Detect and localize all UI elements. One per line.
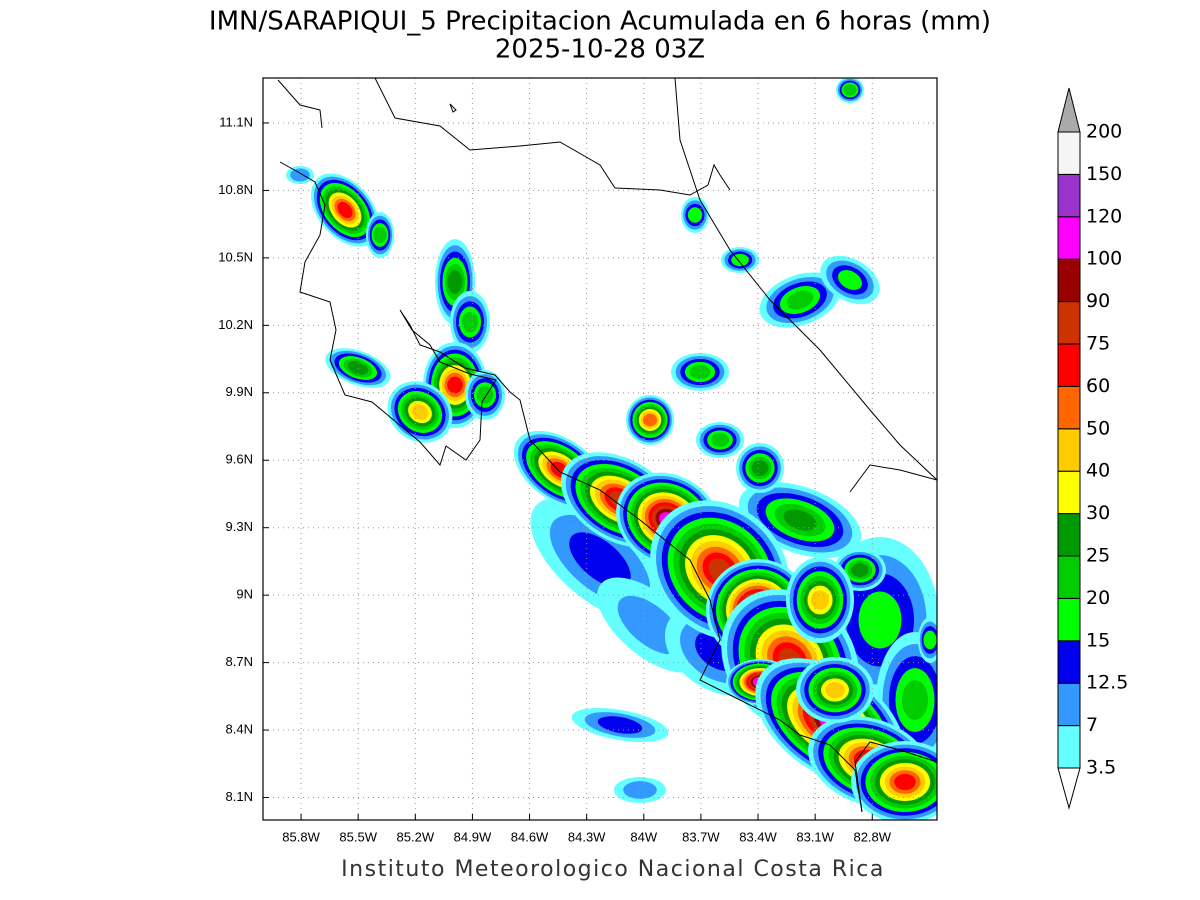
y-tick-label: 11.1N bbox=[219, 114, 253, 129]
island bbox=[449, 103, 457, 113]
y-tick-label: 9.6N bbox=[226, 452, 253, 467]
colorbar-box bbox=[1057, 470, 1081, 515]
colorbar-label: 150 bbox=[1086, 163, 1122, 185]
colorbar-label: 40 bbox=[1086, 460, 1110, 482]
precip-contour bbox=[786, 290, 814, 310]
y-tick-label: 9N bbox=[236, 587, 253, 602]
grid: 85.8W 85.5W 85.2W 84.9W 84.6W 84.3W 84W 83.7W 83… bbox=[218, 78, 937, 844]
precip-contour bbox=[837, 270, 863, 290]
colorbar-box bbox=[1057, 216, 1081, 260]
border bbox=[849, 464, 937, 493]
colorbar-box bbox=[1057, 428, 1081, 472]
x-tick-label: 84.9W bbox=[454, 829, 492, 844]
colorbar-label: 7 bbox=[1086, 714, 1098, 736]
coastline bbox=[277, 79, 323, 129]
precip-contour bbox=[851, 563, 869, 577]
colorbar-label: 120 bbox=[1086, 205, 1122, 227]
precip-contour bbox=[894, 773, 916, 791]
precip-contour bbox=[811, 590, 829, 610]
y-tick-label: 10.8N bbox=[218, 182, 253, 197]
colorbar-box bbox=[1057, 555, 1081, 599]
colorbar-label: 100 bbox=[1086, 248, 1122, 270]
precip-contour bbox=[901, 680, 929, 720]
colorbar-box bbox=[1057, 385, 1081, 430]
precip-contour bbox=[710, 433, 730, 447]
colorbar-label: 200 bbox=[1086, 121, 1122, 143]
subtitle: 2025-10-28 03Z bbox=[495, 35, 705, 65]
colorbar: 3.5 7 12.5 15 20 25 30 40 50 60 75 90 100 120 150 200 bbox=[1057, 87, 1128, 810]
precip-contour bbox=[751, 460, 769, 476]
colorbar-label: 25 bbox=[1086, 545, 1110, 567]
coastline bbox=[674, 78, 937, 481]
coastline bbox=[279, 161, 863, 813]
x-tick-label: 85.5W bbox=[339, 829, 377, 844]
y-tick-label: 8.4N bbox=[226, 721, 253, 736]
precip-contour bbox=[569, 532, 631, 588]
colorbar-label: 3.5 bbox=[1086, 757, 1116, 779]
precip-contour bbox=[783, 509, 817, 531]
colorbar-label: 60 bbox=[1086, 375, 1110, 397]
y-tick-label: 8.7N bbox=[226, 654, 253, 669]
colorbar-label: 90 bbox=[1086, 290, 1110, 312]
precip-contour bbox=[461, 311, 479, 333]
coastlines bbox=[277, 78, 937, 813]
precip-contour bbox=[447, 376, 463, 394]
precip-contour bbox=[687, 207, 703, 223]
x-tick-label: 83.7W bbox=[682, 829, 720, 844]
colorbar-label: 50 bbox=[1086, 417, 1110, 439]
x-tick-label: 83.1W bbox=[796, 829, 834, 844]
colorbar-box bbox=[1057, 258, 1081, 303]
precip-contour bbox=[373, 226, 387, 244]
border bbox=[854, 741, 937, 813]
colorbar-label: 75 bbox=[1086, 333, 1110, 355]
x-tick-label: 83.4W bbox=[739, 829, 777, 844]
x-tick-label: 82.8W bbox=[853, 829, 891, 844]
precip-contour bbox=[858, 591, 902, 649]
colorbar-label: 30 bbox=[1086, 502, 1110, 524]
title: IMN/SARAPIQUI_5 Precipitacion Acumulada … bbox=[209, 7, 991, 37]
colorbar-over bbox=[1057, 87, 1081, 133]
x-tick-label: 85.8W bbox=[282, 829, 320, 844]
colorbar-under bbox=[1057, 767, 1081, 810]
precip-contour bbox=[923, 630, 937, 650]
map-frame bbox=[262, 77, 938, 821]
y-tick-label: 9.3N bbox=[226, 519, 253, 534]
precip-contour bbox=[843, 84, 857, 96]
colorbar-label: 15 bbox=[1086, 629, 1110, 651]
x-tick-label: 84W bbox=[630, 829, 657, 844]
y-tick-label: 10.2N bbox=[218, 317, 253, 332]
colorbar-box bbox=[1057, 513, 1081, 557]
colorbar-box bbox=[1057, 682, 1081, 727]
colorbar-box bbox=[1057, 640, 1081, 684]
precip-contour bbox=[447, 270, 463, 294]
coastline bbox=[374, 78, 731, 196]
precip-contour bbox=[643, 413, 657, 427]
colorbar-box bbox=[1057, 173, 1081, 218]
y-tick-label: 10.5N bbox=[218, 249, 253, 264]
footer: Instituto Meteorologico Nacional Costa R… bbox=[341, 857, 885, 882]
colorbar-label: 12.5 bbox=[1086, 672, 1128, 694]
x-tick-label: 84.3W bbox=[568, 829, 606, 844]
colorbar-box bbox=[1057, 597, 1081, 642]
x-tick-label: 84.6W bbox=[511, 829, 549, 844]
y-tick-label: 9.9N bbox=[226, 384, 253, 399]
precip-contour bbox=[337, 201, 353, 219]
precip-contour bbox=[689, 364, 711, 380]
precip-contour bbox=[597, 716, 643, 734]
precip-contour bbox=[290, 168, 310, 182]
colorbar-box bbox=[1057, 131, 1081, 175]
precip-field bbox=[286, 78, 937, 820]
colorbar-box bbox=[1057, 343, 1081, 387]
colorbar-box bbox=[1057, 301, 1081, 345]
precip-contour bbox=[623, 781, 657, 799]
colorbar-label: 20 bbox=[1086, 587, 1110, 609]
x-tick-label: 85.2W bbox=[397, 829, 435, 844]
y-tick-label: 8.1N bbox=[226, 789, 253, 804]
colorbar-box bbox=[1057, 725, 1081, 769]
precip-contour bbox=[825, 682, 845, 698]
precip-contour bbox=[731, 253, 749, 267]
